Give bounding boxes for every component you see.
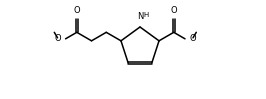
Text: O: O — [171, 6, 177, 15]
Text: O: O — [55, 34, 61, 43]
Text: O: O — [189, 34, 196, 43]
Text: N: N — [137, 12, 143, 21]
Text: H: H — [143, 11, 148, 18]
Text: O: O — [73, 6, 80, 15]
